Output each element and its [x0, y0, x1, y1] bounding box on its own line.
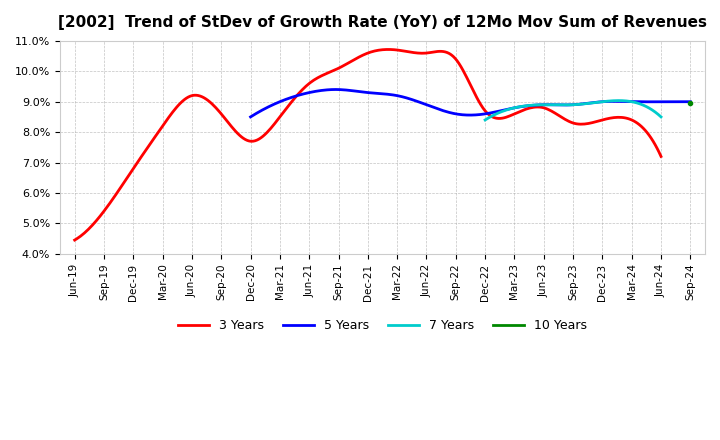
Legend: 3 Years, 5 Years, 7 Years, 10 Years: 3 Years, 5 Years, 7 Years, 10 Years — [173, 314, 593, 337]
Title: [2002]  Trend of StDev of Growth Rate (YoY) of 12Mo Mov Sum of Revenues: [2002] Trend of StDev of Growth Rate (Yo… — [58, 15, 707, 30]
